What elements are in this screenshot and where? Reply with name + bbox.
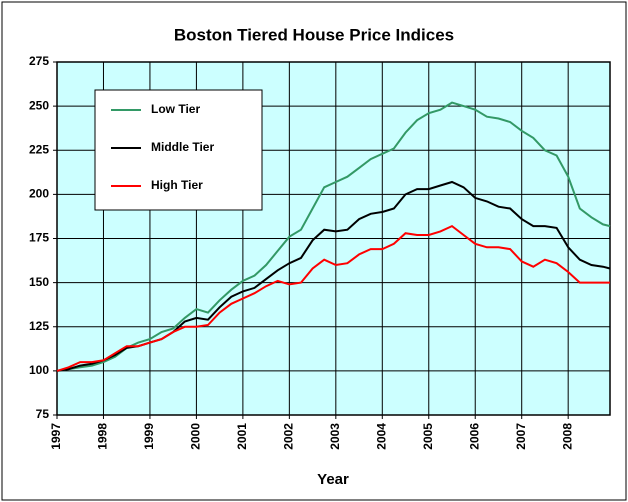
x-tick-label: 2002 [282,423,296,450]
x-tick-label: 2008 [560,423,574,450]
chart-title: Boston Tiered House Price Indices [174,25,454,44]
x-tick-label: 2001 [235,423,249,450]
x-tick-label: 2005 [421,423,435,450]
plot-border [56,61,611,416]
y-tick-label: 175 [29,231,49,245]
y-tick-label: 75 [36,407,50,421]
x-tick-label: 2004 [374,423,388,450]
x-tick-label: 2007 [514,423,528,450]
x-tick-label: 2000 [189,423,203,450]
x-axis-label: Year [317,471,349,488]
y-tick-label: 200 [29,187,49,201]
legend-label: Middle Tier [151,140,214,154]
legend-label: High Tier [151,178,203,192]
y-tick-label: 225 [29,142,49,156]
x-tick-label: 1997 [49,423,63,450]
x-tick-label: 1999 [142,423,156,450]
x-tick-label: 1998 [96,423,110,450]
y-tick-label: 150 [29,275,49,289]
series-line [56,101,611,372]
series-line [56,224,610,372]
y-tick-label: 100 [29,363,49,377]
x-tick-label: 2006 [467,423,481,450]
legend-label: Low Tier [151,102,200,116]
y-tick-label: 125 [29,319,49,333]
y-tick-label: 275 [29,54,49,68]
y-tick-label: 250 [29,98,49,112]
x-tick-label: 2003 [328,423,342,450]
